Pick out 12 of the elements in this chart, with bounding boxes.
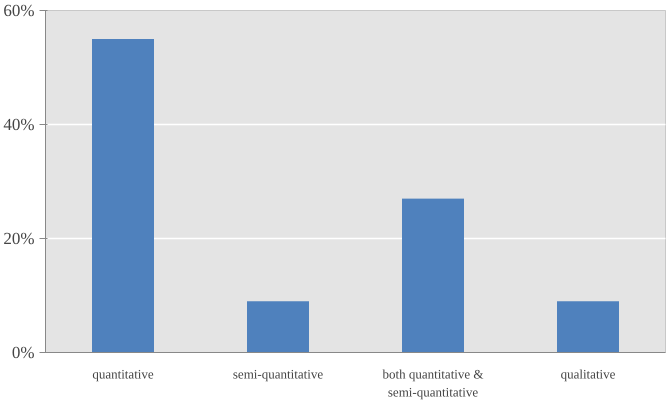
bar xyxy=(247,301,309,352)
bar xyxy=(402,198,464,352)
x-tick-label: qualitative xyxy=(560,366,616,382)
bar xyxy=(557,301,619,352)
y-tick-label: 0% xyxy=(12,343,35,362)
y-tick-label: 60% xyxy=(3,1,35,20)
y-tick-label: 40% xyxy=(3,115,35,134)
x-tick-label: semi-quantitative xyxy=(232,366,324,382)
bar xyxy=(92,39,154,352)
x-tick-label: both quantitative & semi-quantitative xyxy=(382,366,484,400)
y-tick-label: 20% xyxy=(3,229,35,248)
x-tick-label: quantitative xyxy=(92,366,154,382)
